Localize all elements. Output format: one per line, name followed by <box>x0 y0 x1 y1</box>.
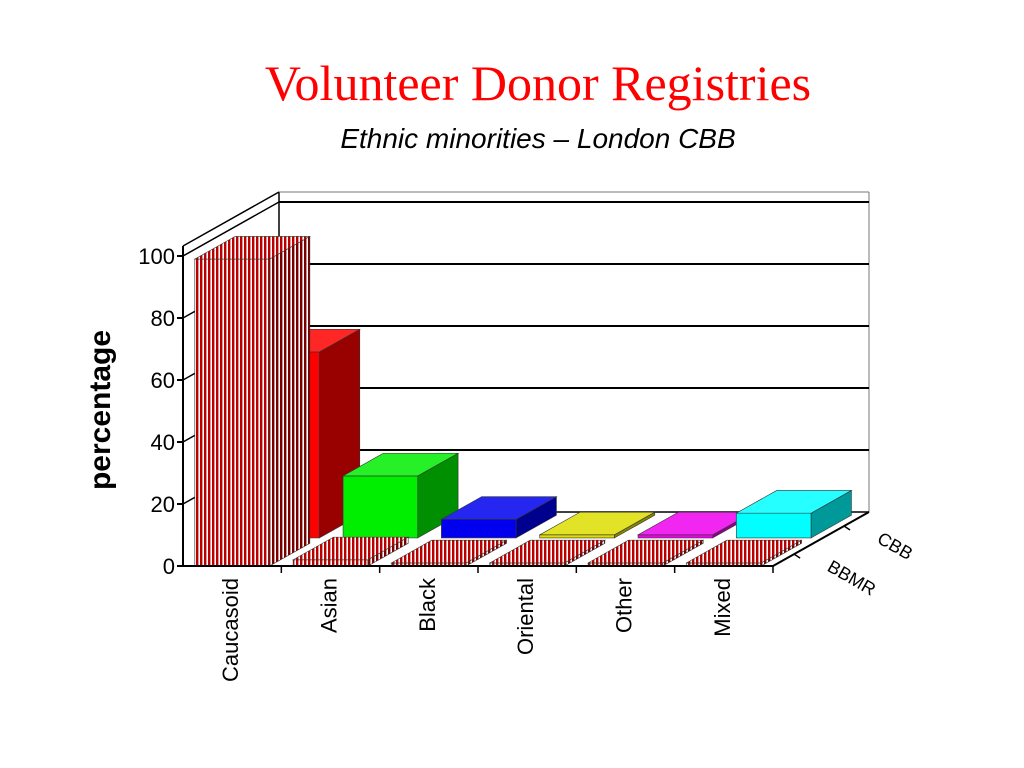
gridline-side <box>182 201 280 257</box>
bar-front-face <box>194 258 270 567</box>
bar-bbmr-mixed <box>685 539 803 567</box>
bar-top-face <box>538 511 656 536</box>
depth-tick <box>843 525 851 531</box>
bar-bbmr-other <box>586 539 705 567</box>
bar-top-face <box>341 452 460 477</box>
bar-bbmr-oriental <box>488 539 606 567</box>
bar-top-face <box>193 236 311 260</box>
bar-front-face <box>342 475 419 539</box>
chart-title: Volunteer Donor Registries <box>264 55 812 111</box>
bar-side-face <box>269 235 311 567</box>
bar-cbb-black <box>440 496 558 539</box>
y-axis-title: percentage <box>84 330 117 490</box>
bar-top-face <box>586 539 705 564</box>
bar-cbb-asian <box>341 452 460 539</box>
floor-right-edge <box>772 511 870 567</box>
category-label: Asian <box>317 578 342 633</box>
y-tick-label: 0 <box>163 554 175 579</box>
bar-front-face <box>736 512 812 539</box>
bar-bbmr-caucasoid <box>193 235 311 567</box>
category-label: Mixed <box>710 578 735 637</box>
bar-cbb-other <box>636 511 755 539</box>
bar-top-face <box>735 490 853 514</box>
y-tick-label: 20 <box>151 492 175 517</box>
bar-bbmr-asian <box>291 536 410 567</box>
bar-top-face <box>685 539 803 564</box>
bar-cbb-oriental <box>538 511 656 539</box>
category-label: Caucasoid <box>218 578 243 682</box>
category-label: Other <box>612 578 637 633</box>
bar-top-face <box>440 496 558 520</box>
bar-front-face <box>441 519 517 539</box>
depth-tick <box>793 553 801 559</box>
y-tick-label: 80 <box>151 306 175 331</box>
bar-front-face <box>539 534 615 539</box>
bar-top-face <box>291 536 410 561</box>
side-wall-top-edge <box>182 191 280 247</box>
y-tick-label: 60 <box>151 368 175 393</box>
category-label: Oriental <box>513 578 538 655</box>
chart-subtitle: Ethnic minorities – London CBB <box>340 123 736 154</box>
bar-front-face <box>637 534 714 539</box>
category-label: Black <box>415 577 440 632</box>
bar-top-face <box>488 539 606 564</box>
series-label-bbmr: BBMR <box>824 556 879 599</box>
bar-cbb-mixed <box>735 489 853 539</box>
y-tick-label: 100 <box>138 244 175 269</box>
bar-top-face <box>390 539 508 564</box>
series-label-cbb: CBB <box>874 528 916 564</box>
bar-bbmr-black <box>390 539 508 567</box>
y-tick-label: 40 <box>151 430 175 455</box>
